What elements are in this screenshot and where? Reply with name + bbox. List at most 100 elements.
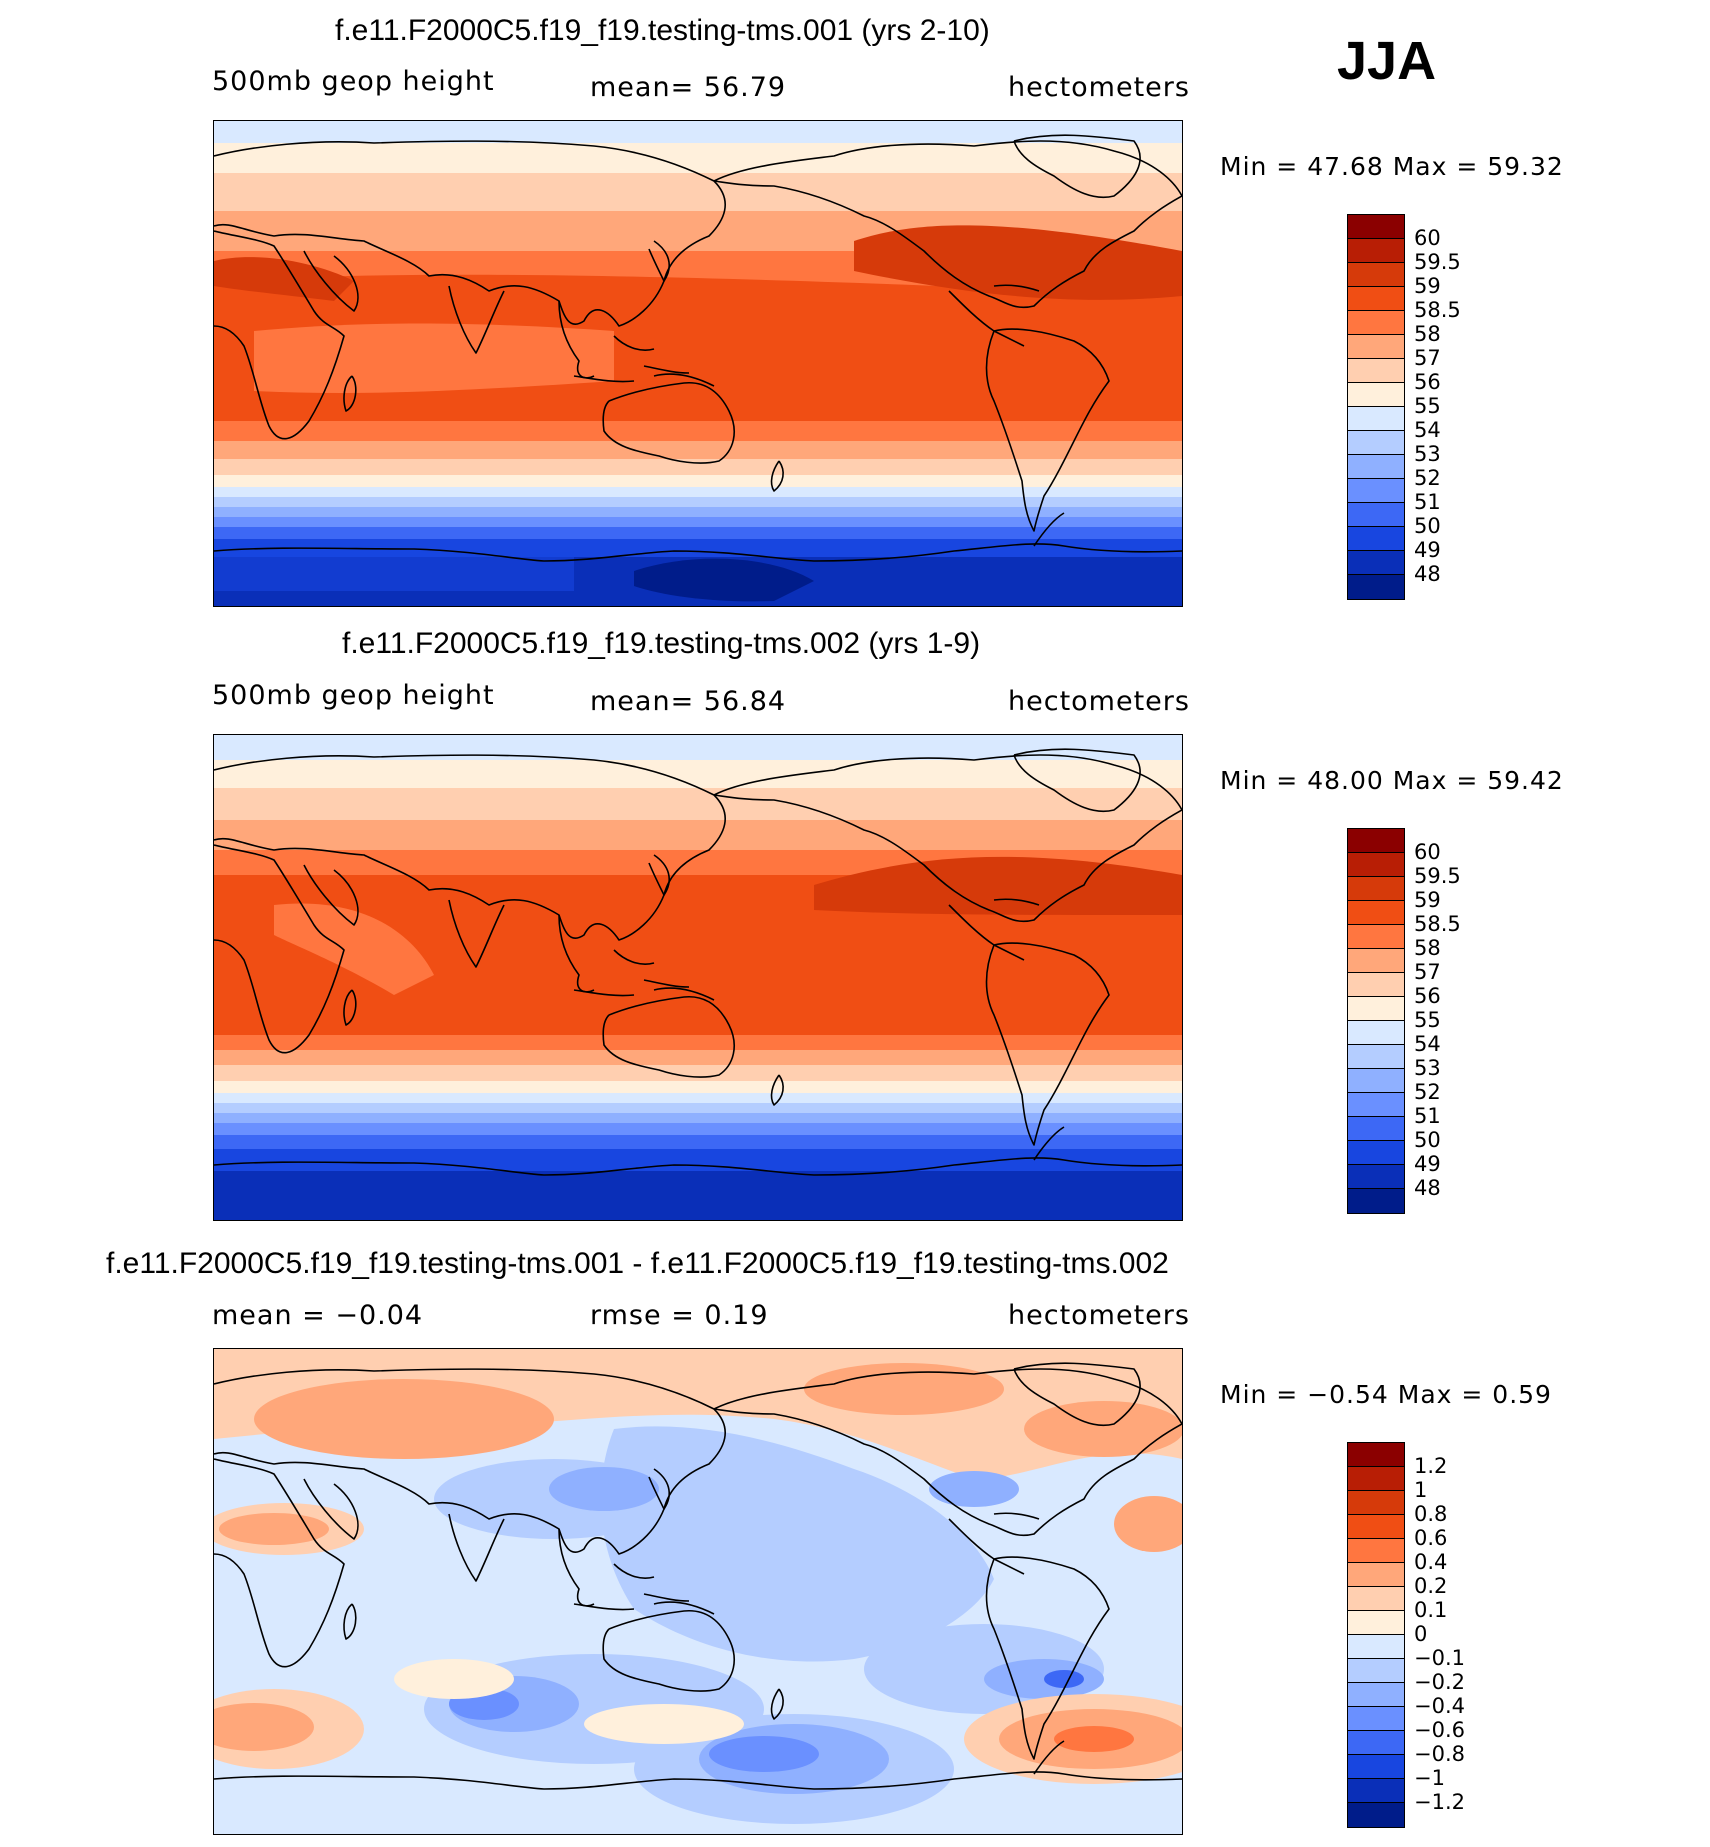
colorbar-swatch	[1348, 1093, 1404, 1117]
panel3-minmax-label: Min = −0.54 Max = 0.59	[1220, 1380, 1552, 1409]
panel2-units-label: hectometers	[1008, 686, 1190, 717]
colorbar-swatch	[1348, 287, 1404, 311]
colorbar-tick-label: 59	[1414, 274, 1441, 298]
colorbar-tick-label: 49	[1414, 1152, 1441, 1176]
colorbar-tick-label: 48	[1414, 1176, 1441, 1200]
colorbar-tick-label: 0.2	[1414, 1574, 1448, 1598]
colorbar-swatch	[1348, 925, 1404, 949]
colorbar-swatch	[1348, 407, 1404, 431]
colorbar-swatch	[1348, 1683, 1404, 1707]
colorbar-swatch	[1348, 1165, 1404, 1189]
colorbar-tick-label: 0.6	[1414, 1526, 1448, 1550]
colorbar-tick-label: 1	[1414, 1478, 1428, 1502]
panel3-map	[213, 1348, 1183, 1835]
colorbar-tick-label: 57	[1414, 346, 1441, 370]
panel1-colorbar	[1347, 214, 1405, 600]
colorbar-swatch	[1348, 1491, 1404, 1515]
colorbar-swatch	[1348, 239, 1404, 263]
colorbar-swatch	[1348, 1707, 1404, 1731]
colorbar-tick-label: 0.1	[1414, 1598, 1448, 1622]
colorbar-swatch	[1348, 901, 1404, 925]
colorbar-swatch	[1348, 1189, 1404, 1213]
panel3-mean-label: mean = −0.04	[212, 1300, 424, 1331]
colorbar-tick-label: 1.2	[1414, 1454, 1448, 1478]
panel1-units-label: hectometers	[1008, 72, 1190, 103]
colorbar-swatch	[1348, 1021, 1404, 1045]
colorbar-tick-label: 53	[1414, 442, 1441, 466]
colorbar-swatch	[1348, 1117, 1404, 1141]
colorbar-tick-label: 58	[1414, 322, 1441, 346]
colorbar-tick-label: −1	[1414, 1766, 1445, 1790]
colorbar-tick-label: 52	[1414, 466, 1441, 490]
colorbar-swatch	[1348, 1467, 1404, 1491]
colorbar-tick-label: 54	[1414, 1032, 1441, 1056]
colorbar-swatch	[1348, 1045, 1404, 1069]
colorbar-swatch	[1348, 829, 1404, 853]
colorbar-swatch	[1348, 877, 1404, 901]
colorbar-swatch	[1348, 335, 1404, 359]
colorbar-swatch	[1348, 311, 1404, 335]
colorbar-swatch	[1348, 383, 1404, 407]
colorbar-tick-label: 52	[1414, 1080, 1441, 1104]
colorbar-tick-label: −1.2	[1414, 1790, 1465, 1814]
colorbar-swatch	[1348, 1611, 1404, 1635]
colorbar-swatch	[1348, 949, 1404, 973]
colorbar-swatch	[1348, 479, 1404, 503]
colorbar-tick-label: 59.5	[1414, 250, 1461, 274]
panel1-minmax-label: Min = 47.68 Max = 59.32	[1220, 152, 1564, 181]
colorbar-swatch	[1348, 973, 1404, 997]
colorbar-tick-label: 59.5	[1414, 864, 1461, 888]
colorbar-tick-label: −0.1	[1414, 1646, 1465, 1670]
panel2-variable-label: 500mb geop height	[212, 680, 495, 711]
colorbar-tick-label: 54	[1414, 418, 1441, 442]
colorbar-tick-label: 55	[1414, 394, 1441, 418]
panel2-colorbar	[1347, 828, 1405, 1214]
colorbar-tick-label: 55	[1414, 1008, 1441, 1032]
colorbar-tick-label: 58	[1414, 936, 1441, 960]
colorbar-swatch	[1348, 431, 1404, 455]
colorbar-tick-label: 48	[1414, 562, 1441, 586]
colorbar-swatch	[1348, 1803, 1404, 1827]
colorbar-tick-label: −0.6	[1414, 1718, 1465, 1742]
colorbar-swatch	[1348, 1141, 1404, 1165]
colorbar-swatch	[1348, 263, 1404, 287]
panel3-title: f.e11.F2000C5.f19_f19.testing-tms.001 - …	[106, 1247, 1169, 1280]
colorbar-tick-label: 58.5	[1414, 298, 1461, 322]
colorbar-tick-label: 0.8	[1414, 1502, 1448, 1526]
panel2-map	[213, 734, 1183, 1221]
colorbar-swatch	[1348, 455, 1404, 479]
panel2-minmax-label: Min = 48.00 Max = 59.42	[1220, 766, 1564, 795]
panel3-rmse-label: rmse = 0.19	[590, 1300, 769, 1331]
colorbar-swatch	[1348, 551, 1404, 575]
colorbar-tick-label: 60	[1414, 226, 1441, 250]
colorbar-swatch	[1348, 215, 1404, 239]
colorbar-tick-label: 60	[1414, 840, 1441, 864]
panel1-title: f.e11.F2000C5.f19_f19.testing-tms.001 (y…	[335, 14, 990, 47]
colorbar-tick-label: 49	[1414, 538, 1441, 562]
colorbar-swatch	[1348, 1755, 1404, 1779]
colorbar-swatch	[1348, 1515, 1404, 1539]
colorbar-swatch	[1348, 853, 1404, 877]
colorbar-tick-label: 53	[1414, 1056, 1441, 1080]
colorbar-tick-label: 56	[1414, 984, 1441, 1008]
colorbar-tick-label: 56	[1414, 370, 1441, 394]
colorbar-tick-label: 0	[1414, 1622, 1428, 1646]
colorbar-swatch	[1348, 1539, 1404, 1563]
colorbar-swatch	[1348, 1779, 1404, 1803]
panel1-map	[213, 120, 1183, 607]
season-label: JJA	[1337, 31, 1437, 91]
colorbar-tick-label: 50	[1414, 514, 1441, 538]
colorbar-tick-label: 50	[1414, 1128, 1441, 1152]
colorbar-swatch	[1348, 1731, 1404, 1755]
colorbar-swatch	[1348, 503, 1404, 527]
colorbar-swatch	[1348, 1635, 1404, 1659]
panel1-mean-label: mean= 56.79	[590, 72, 787, 103]
colorbar-swatch	[1348, 1443, 1404, 1467]
panel2-mean-label: mean= 56.84	[590, 686, 787, 717]
colorbar-tick-label: −0.8	[1414, 1742, 1465, 1766]
colorbar-swatch	[1348, 575, 1404, 599]
panel1-variable-label: 500mb geop height	[212, 66, 495, 97]
colorbar-swatch	[1348, 1563, 1404, 1587]
colorbar-swatch	[1348, 359, 1404, 383]
colorbar-swatch	[1348, 997, 1404, 1021]
